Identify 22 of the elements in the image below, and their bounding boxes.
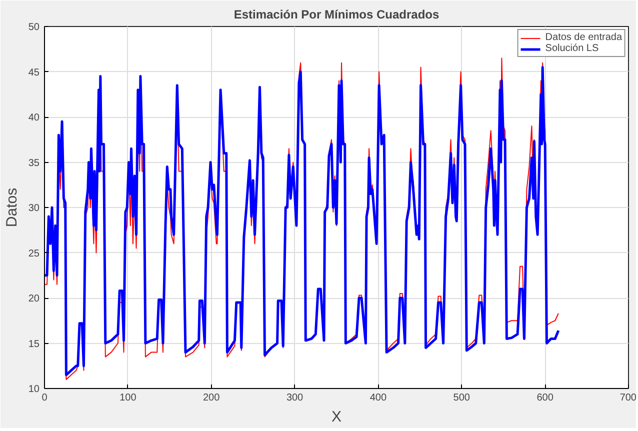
- x-tick-label: 300: [286, 392, 304, 404]
- x-tick-label: 700: [620, 392, 637, 404]
- y-tick-label: 15: [28, 338, 40, 350]
- chart-title: Estimación Por Mínimos Cuadrados: [234, 8, 440, 22]
- x-axis-title: X: [332, 408, 342, 426]
- y-tick-label: 35: [28, 158, 40, 169]
- y-tick-label: 50: [28, 22, 40, 33]
- y-tick-label: 45: [28, 67, 40, 78]
- y-tick-label: 40: [28, 112, 40, 124]
- x-tick-label: 500: [453, 392, 470, 404]
- y-tick-label: 25: [28, 248, 40, 260]
- x-tick-label: 0: [42, 392, 48, 404]
- y-tick-label: 30: [28, 203, 40, 214]
- legend-label: Solución LS: [545, 43, 599, 54]
- x-tick-label: 400: [370, 392, 387, 404]
- y-axis-title: Datos: [3, 188, 20, 228]
- y-tick-label: 20: [28, 294, 40, 304]
- x-tick-label: 600: [536, 392, 554, 404]
- y-tick-label: 10: [28, 384, 40, 395]
- x-tick-label: 200: [203, 392, 220, 404]
- x-tick-label: 100: [120, 392, 137, 404]
- legend-label: Datos de entrada: [545, 32, 622, 43]
